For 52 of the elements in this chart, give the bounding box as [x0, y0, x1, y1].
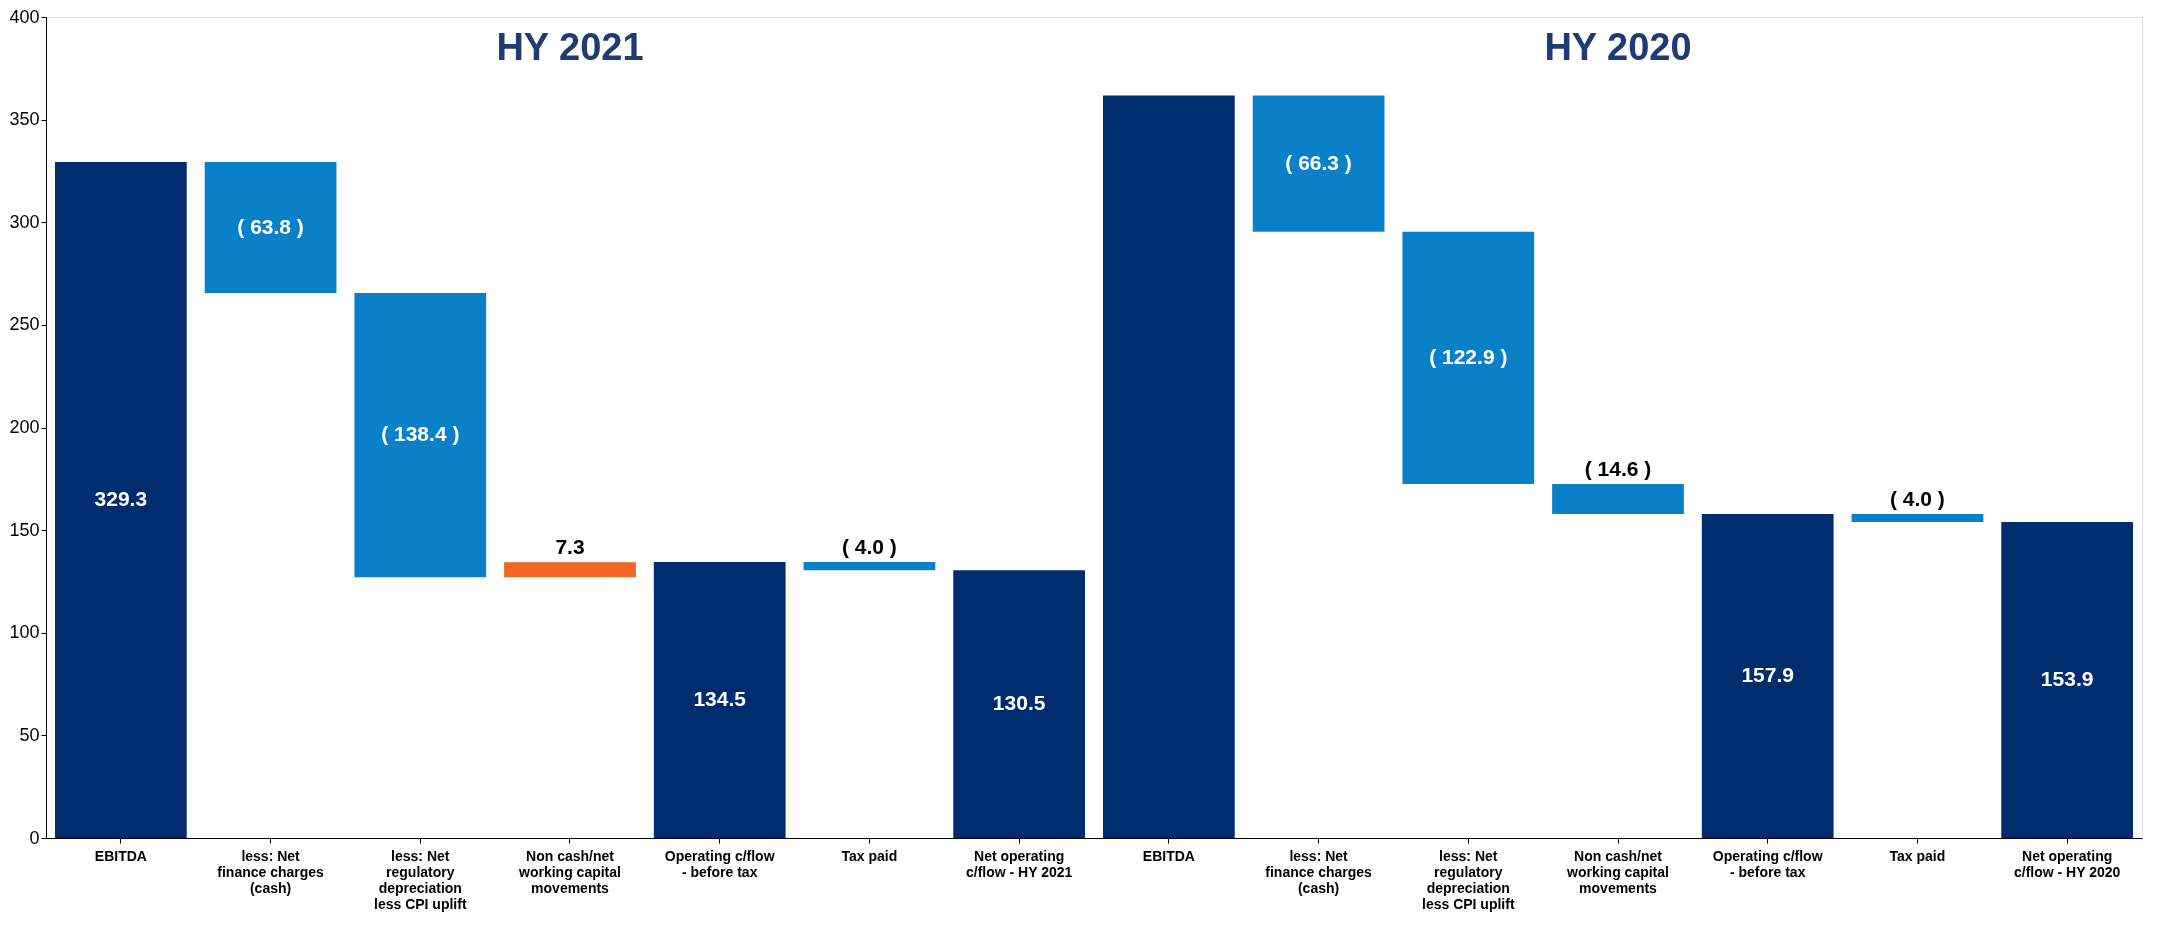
bar — [1552, 483, 1684, 514]
bar — [1102, 95, 1235, 838]
y-tick-label: 100 — [9, 622, 40, 643]
x-tick-label: less: Net finance charges (cash) — [1265, 847, 1373, 896]
data-label: ( 138.4 ) — [381, 422, 460, 446]
bar — [953, 570, 1086, 838]
data-label: ( 63.8 ) — [237, 214, 304, 238]
y-tick-label: 50 — [19, 724, 40, 745]
x-tick-label: Operating c/flow - before tax — [1712, 847, 1823, 880]
y-tick-label: 200 — [9, 417, 40, 437]
x-tick-label: Tax paid — [1889, 847, 1946, 864]
annotation: HY 2021 — [496, 26, 644, 68]
data-label: 7.3 — [555, 535, 585, 559]
bar — [54, 162, 187, 838]
x-tick-label: Non cash/net working capital movements — [1566, 847, 1669, 896]
bar — [1252, 95, 1385, 232]
bar — [354, 293, 487, 578]
x-tick-label: less: Net finance charges (cash) — [217, 847, 325, 896]
y-tick-label: 250 — [9, 314, 40, 335]
data-label: 157.9 — [1741, 662, 1794, 686]
data-label: ( 66.3 ) — [1285, 150, 1352, 174]
x-tick-label: less: Net regulatory depreciation less CPI uplift — [1422, 847, 1515, 912]
x-tick-label: less: Net regulatory depreciation less CPI uplift — [374, 847, 467, 912]
y-tick-label: 400 — [9, 6, 40, 27]
bar — [1402, 231, 1535, 484]
bar — [1701, 513, 1834, 838]
bar — [204, 162, 337, 294]
x-tick-label: Tax paid — [841, 847, 898, 864]
x-tick-label: Operating c/flow - before tax — [664, 847, 775, 880]
data-label: ( 4.0 ) — [1890, 486, 1945, 510]
bar — [2001, 522, 2134, 838]
x-tick-label: Net operating c/flow - HY 2020 — [2013, 847, 2121, 880]
bar — [504, 562, 636, 578]
data-label: ( 14.6 ) — [1584, 456, 1652, 480]
data-label: ( 4.0 ) — [842, 534, 897, 558]
x-tick-label: Non cash/net working capital movements — [518, 847, 621, 896]
bar — [653, 561, 786, 838]
bar — [1851, 513, 1984, 523]
y-tick-label: 350 — [9, 109, 40, 130]
bar — [803, 561, 936, 571]
data-label: 134.5 — [693, 686, 747, 710]
data-label: ( 122.9 ) — [1429, 344, 1508, 368]
y-tick-label: 150 — [9, 519, 40, 540]
data-label: 329.3 — [94, 487, 148, 511]
annotation: HY 2020 — [1544, 26, 1692, 68]
x-tick-label: EBITDA — [1142, 847, 1195, 864]
x-tick-label: Net operating c/flow - HY 2021 — [965, 847, 1073, 880]
y-tick-label: 300 — [9, 211, 40, 232]
data-label: 153.9 — [2040, 667, 2094, 691]
y-tick-label: 0 — [29, 827, 40, 848]
x-tick-label: EBITDA — [94, 847, 147, 864]
data-label: 130.5 — [992, 691, 1046, 715]
